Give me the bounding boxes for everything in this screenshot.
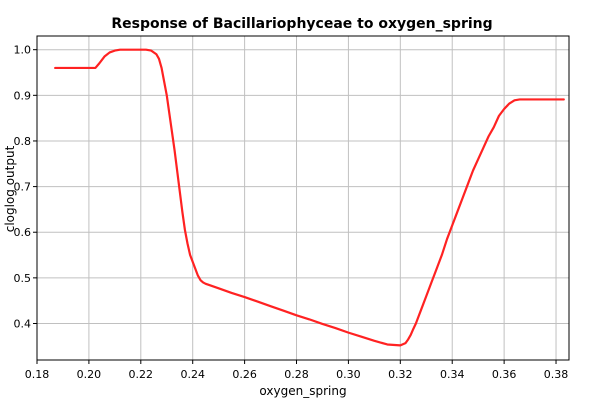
y-axis-ticks: 0.4 0.5 0.6 0.7 0.8 0.9 1.0: [14, 44, 37, 330]
y-tick-label: 0.6: [14, 226, 32, 239]
x-tick-label: 0.36: [492, 368, 517, 381]
x-axis-label: oxygen_spring: [259, 384, 346, 398]
x-tick-label: 0.30: [336, 368, 361, 381]
y-tick-label: 0.4: [14, 317, 32, 330]
x-tick-label: 0.20: [77, 368, 102, 381]
x-axis-ticks: 0.18 0.20 0.22 0.24 0.26 0.28 0.30 0.32 0.34 0.36…: [25, 360, 569, 381]
y-tick-label: 0.7: [14, 181, 32, 194]
plot-area: [37, 36, 569, 360]
series-line: [54, 48, 565, 347]
x-tick-label: 0.22: [129, 368, 154, 381]
y-tick-label: 1.0: [14, 44, 32, 57]
x-tick-label: 0.28: [284, 368, 309, 381]
plot-frame: [36, 35, 570, 361]
x-tick-label: 0.18: [25, 368, 50, 381]
gridlines: [36, 36, 569, 360]
y-tick-label: 0.8: [14, 135, 32, 148]
chart-title: Response of Bacillariophyceae to oxygen_…: [111, 16, 492, 32]
y-tick-label: 0.5: [14, 272, 32, 285]
x-tick-label: 0.32: [388, 368, 413, 381]
x-tick-label: 0.24: [180, 368, 205, 381]
x-tick-label: 0.34: [440, 368, 465, 381]
y-axis-label: cloglog output: [3, 145, 17, 232]
x-tick-label: 0.38: [544, 368, 569, 381]
x-tick-label: 0.26: [232, 368, 257, 381]
series-layer: [54, 48, 565, 347]
y-tick-label: 0.9: [14, 89, 32, 102]
